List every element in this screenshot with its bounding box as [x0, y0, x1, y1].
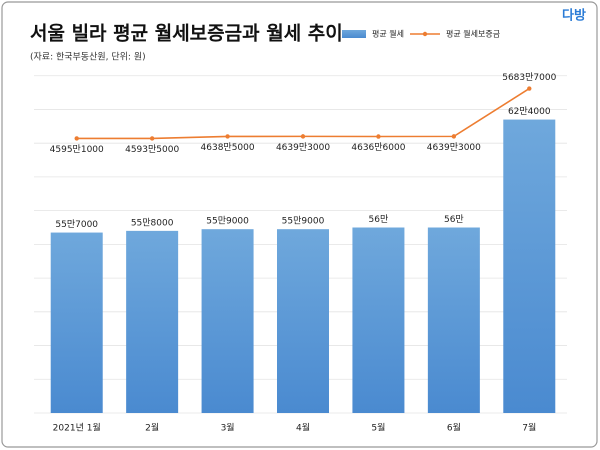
x-tick-label: 4월: [296, 422, 310, 434]
bar: [503, 119, 556, 413]
x-tick-label: 5월: [371, 422, 385, 434]
chart-title: 서울 빌라 평균 월세보증금과 월세 추이: [30, 23, 343, 45]
legend-label: 평균 월세: [372, 29, 404, 39]
bar: [201, 229, 254, 413]
x-tick-label: 2월: [145, 422, 159, 434]
legend-swatch: [422, 31, 428, 37]
x-tick-label: 7월: [522, 422, 536, 434]
bar-value-label: 56만: [369, 214, 389, 225]
x-tick-label: 3월: [221, 422, 235, 434]
line-point: [74, 136, 79, 141]
line-value-label: 4638만5000: [201, 142, 255, 153]
bar-value-label: 55만9000: [206, 216, 249, 227]
x-tick-label: 6월: [447, 422, 461, 434]
line-point: [149, 136, 155, 141]
legend-swatch: [342, 30, 366, 38]
bar: [427, 227, 480, 413]
line-value-label: 4639만3000: [427, 142, 481, 153]
line-value-label: 4595만1000: [50, 144, 104, 155]
bar: [126, 230, 179, 413]
bar-value-label: 55만8000: [131, 217, 174, 228]
x-tick-label: 2021년 1월: [53, 422, 101, 434]
line-point: [527, 86, 532, 91]
bar: [352, 227, 405, 413]
bar-value-label: 56만: [444, 214, 464, 225]
line-point: [300, 134, 306, 139]
line-point: [225, 134, 230, 139]
logo: 다방: [562, 8, 586, 24]
bar-value-label: 55만7000: [55, 219, 98, 230]
line-value-label: 4636만6000: [351, 142, 405, 153]
bar: [277, 229, 329, 413]
bar-value-label: 55만9000: [282, 216, 325, 227]
line-point: [376, 134, 381, 139]
bar-value-label: 62만4000: [508, 106, 551, 117]
line-point: [451, 134, 457, 139]
line-value-label: 4639만3000: [276, 142, 330, 153]
bar: [50, 232, 103, 413]
legend-label: 평균 월세보증금: [446, 29, 500, 39]
line-value-label: 4593만5000: [125, 144, 179, 155]
chart-subtitle: (자료: 한국부동산원, 단위: 원): [30, 52, 146, 63]
line-value-label: 5683만7000: [502, 72, 556, 83]
